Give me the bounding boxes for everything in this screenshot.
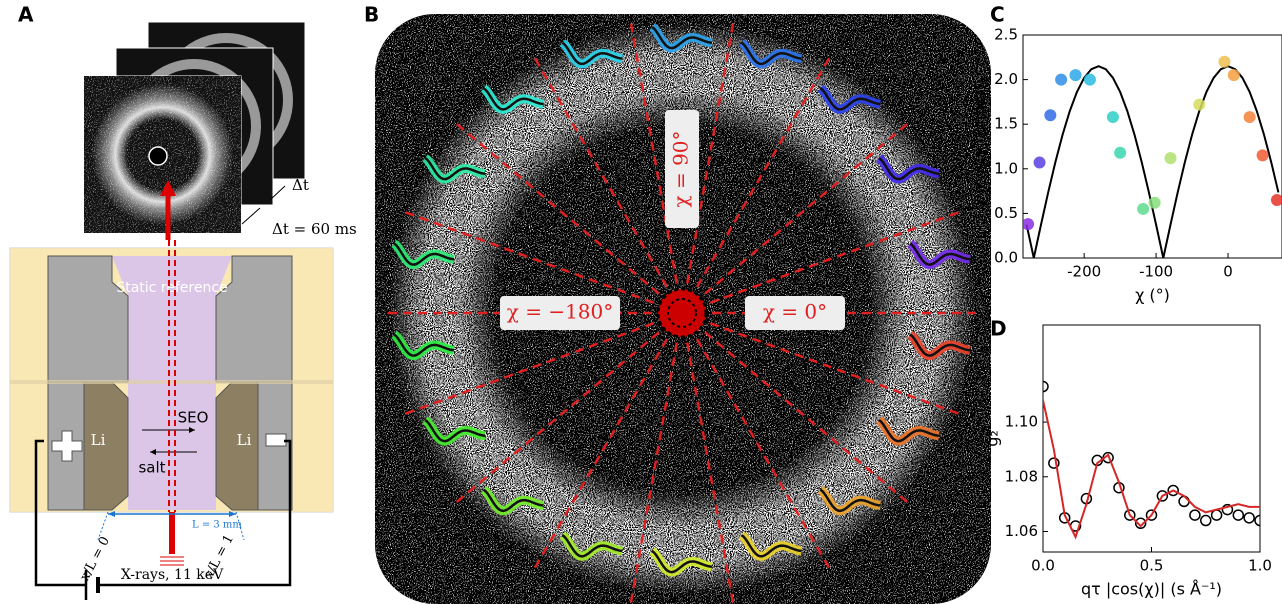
panel-label: A [18,3,34,27]
fit-line [1043,400,1260,537]
y-tick-label: 1.06 [1005,522,1038,540]
plot-area [1022,56,1282,258]
length-label: L = 3 mm [192,520,242,531]
seo-label: SEO [178,409,209,427]
y-tick-label: 0.5 [994,204,1018,222]
data-point [1044,109,1056,121]
x-tick-label: 0 [1223,263,1233,281]
li-label: Li [91,431,106,449]
detector-frames [84,22,305,233]
salt-label: salt [138,459,165,477]
dt-label: Δt [292,176,309,194]
x-tick-label: -100 [1139,263,1173,281]
data-point [1070,69,1082,81]
li-label: Li [237,431,252,449]
dt-arrow [242,208,260,224]
x-tick-label: 0.0 [1031,557,1055,575]
y-tick-label: 1.08 [1005,467,1038,485]
data-point [1179,496,1189,506]
data-point [1218,56,1230,68]
y-tick-label: 2.5 [994,26,1018,44]
data-point [1271,194,1282,206]
y-tick-label: 0.0 [994,249,1018,267]
chi-label: χ = −180° [507,300,614,324]
data-point [1212,510,1222,520]
data-point [1137,203,1149,215]
data-point [1055,74,1067,86]
static-reference-label: Static reference [116,280,227,296]
y-tick-label: 2.0 [994,70,1018,88]
plot-frame [1043,325,1260,552]
data-point [1201,516,1211,526]
y-tick-label: 1.0 [994,159,1018,177]
x-tick-label: 0.5 [1140,557,1164,575]
data-point [1114,147,1126,159]
data-point [1233,510,1243,520]
fit-line [1027,66,1279,258]
x-axis-label: qτ |cos(χ)| (s Å⁻¹) [1081,580,1222,599]
y-axis-label: v |cos χ| (nm/s) [971,85,990,209]
x-axis-label: χ (°) [1135,286,1170,305]
x-tick-label: 1.0 [1248,557,1272,575]
x-tick-label: -200 [1067,263,1101,281]
data-point [1244,513,1254,523]
minus-sign [266,434,286,446]
data-point [1228,69,1240,81]
xrays-label: X-rays, 11 keV [121,567,224,583]
y-axis-label: g₂ [983,430,1002,447]
panel-label: B [364,3,379,27]
data-point [1034,157,1046,169]
panel-label: D [990,317,1007,341]
data-point [1164,152,1176,164]
dt-value: Δt = 60 ms [272,220,357,238]
panel-b: χ = −180° χ = 0° χ = 90° [375,14,991,604]
chi-label: χ = 0° [763,300,827,324]
plot-frame [1023,35,1282,258]
data-point [1084,74,1096,86]
x0-label: x/L = 0 [77,534,113,583]
plot-area [1038,382,1265,537]
data-point [1107,111,1119,123]
chi-label: χ = 90° [669,130,693,207]
data-point [1149,197,1161,209]
data-point [1257,149,1269,161]
y-tick-label: 1.5 [994,115,1018,133]
y-tick-label: 1.10 [1005,413,1038,431]
data-point [1190,510,1200,520]
figure: A B C D Δt Δt = 60 ms Static reference L… [0,0,1282,604]
panel-label: C [990,3,1005,27]
data-point [1193,99,1205,111]
data-point [1022,218,1034,230]
data-point [1244,111,1256,123]
panel-a: Δt Δt = 60 ms Static reference Li Li SEO… [10,22,357,600]
